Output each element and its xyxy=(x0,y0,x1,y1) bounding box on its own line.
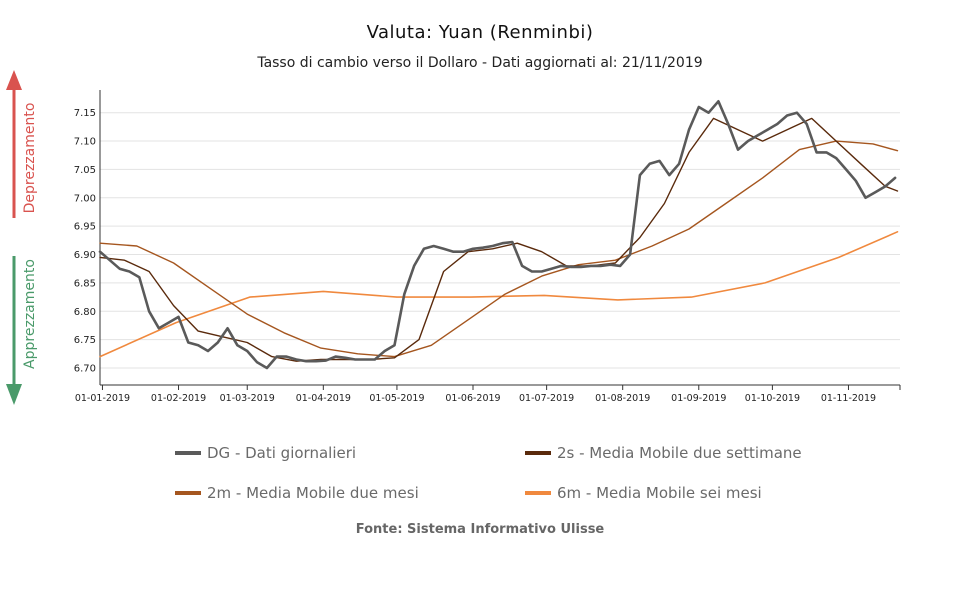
source-note: Fonte: Sistema Informativo Ulisse xyxy=(355,522,605,537)
y-tick-label: 7.05 xyxy=(74,165,96,176)
x-tick-label: 01-01-2019 xyxy=(75,393,130,404)
y-tick-label: 6.95 xyxy=(74,222,96,233)
y-tick-label: 7.10 xyxy=(74,137,96,148)
series-lines xyxy=(98,100,899,370)
depreciation-arrow xyxy=(6,70,22,218)
x-tick-label: 01-03-2019 xyxy=(220,393,275,404)
appreciation-arrow xyxy=(6,256,22,405)
x-tick-label: 01-06-2019 xyxy=(445,393,500,404)
x-tick-label: 01-04-2019 xyxy=(296,393,351,404)
series-line-2m xyxy=(99,140,899,358)
axes: 6.70 6.75 6.80 6.85 6.90 6.95 7.00 7.05 7.10 7.15… xyxy=(74,90,901,404)
y-tick-label: 6.80 xyxy=(74,307,96,318)
y-tick-label: 6.75 xyxy=(74,335,96,346)
x-tick-label: 01-10-2019 xyxy=(745,393,800,404)
legend-swatch-2s xyxy=(525,451,551,455)
legend-label-dg: DG - Dati giornalieri xyxy=(207,444,357,462)
y-tick-label: 7.15 xyxy=(74,108,96,119)
legend-label-6m: 6m - Media Mobile sei mesi xyxy=(557,484,762,502)
legend-item-2s: 2s - Media Mobile due settimane xyxy=(525,444,802,462)
x-tick-label: 01-05-2019 xyxy=(369,393,424,404)
y-tick-label: 7.00 xyxy=(74,193,96,204)
legend-label-2s: 2s - Media Mobile due settimane xyxy=(557,444,802,462)
legend-item-2m: 2m - Media Mobile due mesi xyxy=(175,484,419,502)
chart-subtitle: Tasso di cambio verso il Dollaro - Dati … xyxy=(257,55,703,71)
legend-item-6m: 6m - Media Mobile sei mesi xyxy=(525,484,762,502)
legend-swatch-6m xyxy=(525,491,551,495)
x-tick-label: 01-08-2019 xyxy=(595,393,650,404)
legend-swatch-2m xyxy=(175,491,201,495)
legend-item-dg: DG - Dati giornalieri xyxy=(175,444,356,462)
grid-lines xyxy=(100,112,900,369)
y-tick-label: 6.90 xyxy=(74,250,96,261)
appreciation-label: Apprezzamento xyxy=(22,259,38,369)
y-tick-label: 6.85 xyxy=(74,278,96,289)
x-tick-label: 01-02-2019 xyxy=(151,393,206,404)
y-tick-label: 6.70 xyxy=(74,363,96,374)
series-line-6m xyxy=(99,231,899,358)
x-tick-label: 01-09-2019 xyxy=(671,393,726,404)
depreciation-label: Deprezzamento xyxy=(22,102,38,214)
legend-swatch-dg xyxy=(175,451,201,455)
chart-title: Valuta: Yuan (Renminbi) xyxy=(366,22,594,43)
x-tick-label: 01-07-2019 xyxy=(519,393,574,404)
series-line-dg xyxy=(98,100,897,370)
legend-label-2m: 2m - Media Mobile due mesi xyxy=(207,484,419,502)
series-line-2s xyxy=(99,117,899,362)
x-tick-label: 01-11-2019 xyxy=(821,393,876,404)
